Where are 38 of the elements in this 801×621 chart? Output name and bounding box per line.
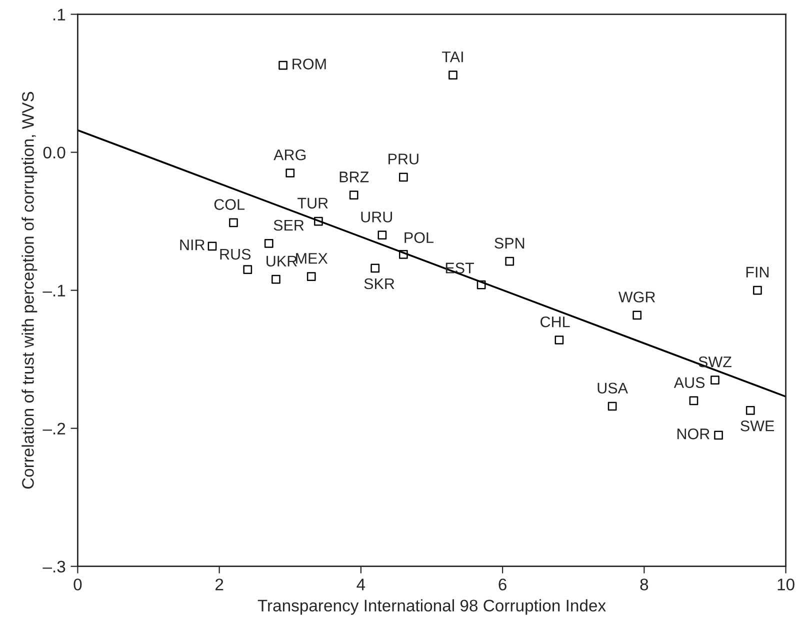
annotation: NOR xyxy=(677,428,710,440)
y-tick-label: –.3 xyxy=(42,560,66,573)
annotation: SER xyxy=(274,220,304,231)
annotation: AUS xyxy=(674,377,705,388)
y-tick-label: –.2 xyxy=(42,422,66,434)
x-axis-title: Transparency International 98 Corruption Index xyxy=(258,599,606,615)
annotation: FIN xyxy=(746,266,769,278)
x-tick-label: 8 xyxy=(640,578,648,590)
annotation: POL xyxy=(404,232,434,244)
annotation: ROM xyxy=(292,58,326,70)
annotation: SWZ xyxy=(698,356,732,368)
annotation: COL xyxy=(214,199,245,210)
x-tick-label: 2 xyxy=(216,578,224,590)
annotation: NIR xyxy=(180,240,205,250)
y-tick-label: .1 xyxy=(54,8,66,20)
annotation: BRZ xyxy=(340,172,369,182)
annotation: PRU xyxy=(388,154,418,164)
annotation: CHL xyxy=(540,316,570,328)
annotation: TUR xyxy=(298,198,328,209)
y-axis-title: Correlation of trust with perception of corruption, WVS xyxy=(22,92,38,489)
annotation: MEX xyxy=(296,253,328,264)
x-tick-label: 6 xyxy=(498,578,506,590)
y-tick-label: 0.0 xyxy=(43,146,66,159)
annotation: ARG xyxy=(274,149,306,160)
annotation: USA xyxy=(598,382,628,394)
annotation: WGR xyxy=(618,292,656,302)
annotation: URU xyxy=(361,212,392,222)
annotation: EST xyxy=(446,262,474,274)
annotation: SPN xyxy=(494,238,524,249)
x-tick-label: 4 xyxy=(356,578,366,590)
annotation: SKR xyxy=(364,278,394,290)
y-tick-label: –.1 xyxy=(42,284,66,296)
annotation: RUS xyxy=(220,248,251,260)
annotation: SWE xyxy=(740,420,774,432)
annotation: TAI xyxy=(442,52,463,62)
x-tick-label: 10 xyxy=(778,578,794,590)
annotation: UKR xyxy=(266,256,297,267)
x-tick-label: 0 xyxy=(74,578,82,590)
